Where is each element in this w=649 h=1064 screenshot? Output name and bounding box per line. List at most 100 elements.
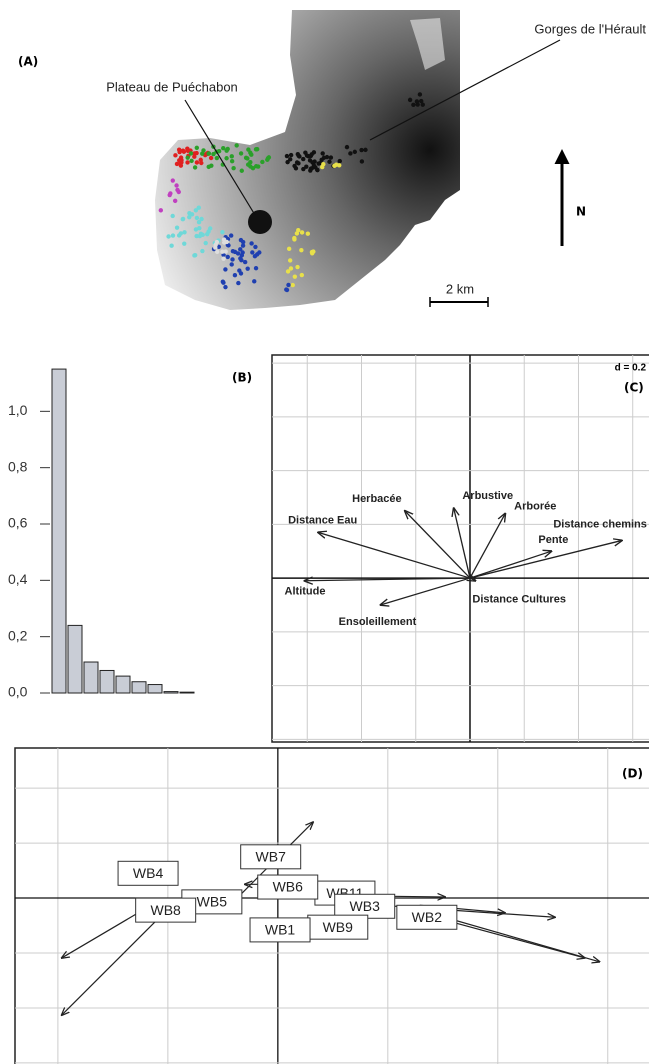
map-point bbox=[173, 199, 177, 203]
bar bbox=[52, 369, 66, 693]
map-point bbox=[226, 255, 230, 259]
map-point bbox=[224, 156, 228, 160]
map-point bbox=[253, 254, 257, 258]
map-point bbox=[185, 147, 189, 151]
map-point bbox=[287, 247, 291, 251]
map-point bbox=[329, 155, 333, 159]
map-point bbox=[253, 245, 257, 249]
map-point bbox=[168, 191, 172, 195]
page: (A) Plateau de Puéchabon Gorges de l'Hér… bbox=[0, 0, 649, 1064]
bar bbox=[180, 692, 194, 693]
map-point bbox=[286, 283, 290, 287]
map-point bbox=[187, 215, 191, 219]
y-tick-label: 0,6 bbox=[8, 515, 28, 531]
site-label: WB8 bbox=[150, 902, 181, 918]
map-point bbox=[185, 155, 189, 159]
variable-label: Distance Eau bbox=[288, 514, 357, 526]
map-point bbox=[225, 240, 229, 244]
map-point bbox=[193, 165, 197, 169]
map-point bbox=[178, 161, 182, 165]
panel-label: (C) bbox=[624, 381, 644, 395]
map-point bbox=[230, 257, 234, 261]
map-point bbox=[348, 151, 352, 155]
map-point bbox=[245, 156, 249, 160]
map-point bbox=[295, 231, 299, 235]
map-point bbox=[359, 148, 363, 152]
variable-label: Arborée bbox=[514, 500, 556, 512]
map-point bbox=[159, 208, 163, 212]
map-point bbox=[177, 148, 181, 152]
map-point bbox=[248, 164, 252, 168]
map-point bbox=[231, 249, 235, 253]
map-point bbox=[289, 153, 293, 157]
bar bbox=[148, 685, 162, 693]
site-label: WB3 bbox=[350, 898, 381, 914]
y-tick-label: 0,8 bbox=[8, 458, 28, 474]
loading-arrow bbox=[380, 578, 470, 605]
map-point bbox=[175, 188, 179, 192]
map-point bbox=[226, 147, 230, 151]
map-point bbox=[292, 236, 296, 240]
map-point bbox=[194, 208, 198, 212]
map-point bbox=[166, 234, 170, 238]
north-label: N bbox=[576, 205, 586, 219]
map-point bbox=[170, 214, 174, 218]
map-point bbox=[289, 266, 293, 270]
map-point bbox=[199, 217, 203, 221]
map-point bbox=[300, 230, 304, 234]
map-point bbox=[301, 157, 305, 161]
map-point bbox=[310, 152, 314, 156]
map-point bbox=[231, 166, 235, 170]
variable-label: Herbacée bbox=[352, 493, 402, 505]
map-point bbox=[220, 250, 224, 254]
map-point bbox=[288, 157, 292, 161]
map-point bbox=[221, 280, 225, 284]
map-point bbox=[310, 250, 314, 254]
map-point bbox=[221, 256, 225, 260]
map-point bbox=[315, 168, 319, 172]
map-point bbox=[320, 151, 324, 155]
site-label: WB1 bbox=[265, 922, 296, 938]
site-label: WB2 bbox=[412, 909, 443, 925]
map-point bbox=[204, 241, 208, 245]
map-point bbox=[312, 163, 316, 167]
map-point bbox=[267, 155, 271, 159]
map-point bbox=[182, 150, 186, 154]
variable-label: Altitude bbox=[285, 586, 326, 598]
map-point bbox=[327, 160, 331, 164]
bar bbox=[164, 692, 178, 693]
map-point bbox=[230, 159, 234, 163]
place-label: Plateau de Puéchabon bbox=[106, 79, 238, 94]
y-tick-label: 0,4 bbox=[8, 571, 28, 587]
map-point bbox=[316, 161, 320, 165]
map-point bbox=[199, 158, 203, 162]
map-point bbox=[236, 251, 240, 255]
bar bbox=[68, 625, 82, 693]
map-point bbox=[177, 233, 181, 237]
place-label: Gorges de l'Hérault bbox=[534, 21, 646, 36]
map-point bbox=[303, 150, 307, 154]
map-point bbox=[254, 147, 258, 151]
map-point bbox=[421, 103, 425, 107]
map-point bbox=[169, 244, 173, 248]
map-point bbox=[189, 159, 193, 163]
panel-d-frame bbox=[15, 748, 649, 1064]
map-point bbox=[325, 155, 329, 159]
map-point bbox=[207, 151, 211, 155]
map-point bbox=[200, 249, 204, 253]
y-tick-label: 0,0 bbox=[8, 684, 28, 700]
map-point bbox=[209, 163, 213, 167]
map-point bbox=[213, 245, 217, 249]
map-point bbox=[415, 99, 419, 103]
map-point bbox=[360, 159, 364, 163]
map-point bbox=[192, 155, 196, 159]
map-point bbox=[239, 151, 243, 155]
map-point bbox=[234, 143, 238, 147]
map-point bbox=[223, 285, 227, 289]
map-point bbox=[198, 234, 202, 238]
site-label: WB7 bbox=[256, 849, 287, 865]
map-point bbox=[299, 248, 303, 252]
bar bbox=[132, 682, 146, 693]
map-point bbox=[295, 265, 299, 269]
variable-label: Distance Cultures bbox=[472, 594, 566, 606]
